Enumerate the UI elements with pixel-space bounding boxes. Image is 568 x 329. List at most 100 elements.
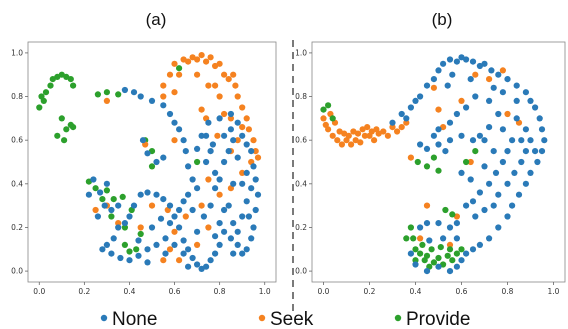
panel-b-point-none-61 [458, 132, 465, 139]
panel-b-point-none-30 [508, 202, 516, 209]
panel-a-point-none-108 [189, 206, 196, 214]
panel-b-points [320, 54, 548, 275]
panel-b-point-none-57 [499, 126, 506, 133]
panel-b-point-seek-24 [359, 126, 366, 133]
panel-a-point-none-47 [126, 213, 133, 220]
panel-a-point-seek-31 [171, 89, 178, 96]
panel-b-point-none-56 [508, 137, 516, 144]
panel-a-point-none-55 [126, 257, 133, 264]
panel-a-point-none-84 [94, 213, 101, 220]
panel-a-point-seek-29 [194, 71, 201, 78]
panel-a-point-none-3 [148, 97, 156, 104]
panel-b-point-none-87 [499, 89, 506, 96]
panel-a-point-none-60 [171, 241, 178, 248]
panel-b-point-none-79 [495, 191, 502, 198]
panel-a-point-none-115 [212, 233, 219, 240]
panel-b-point-none-103 [442, 148, 449, 155]
panel-b-point-none-25 [538, 148, 546, 155]
panel-b-point-none-85 [532, 148, 539, 155]
panel-a-point-provide-18 [92, 185, 99, 192]
panel-a-point-seek-46 [176, 257, 183, 264]
panel-a-point-none-43 [153, 191, 160, 198]
panel-b-point-provide-15 [440, 261, 447, 268]
panel-a-point-seek-22 [252, 148, 259, 155]
panel-b-point-none-22 [536, 115, 543, 122]
legend-label-seek: Seek [270, 309, 314, 329]
panel-b-point-none-20 [527, 97, 534, 104]
panel-a-point-seek-35 [234, 137, 241, 144]
panel-a-ytick-label-0: 0.0 [11, 267, 23, 276]
panel-a-point-none-34 [198, 265, 205, 272]
panel-b-point-none-66 [435, 126, 442, 133]
panel-b-point-seek-20 [341, 130, 348, 137]
panel-b-ticks: 0.0 0.2 0.4 0.6 0.8 1.0 0.0 0.2 0.4 0.6 0.8 1.0 [295, 48, 560, 296]
panel-a-point-seek-42 [182, 213, 189, 220]
panel-b-point-none-1 [398, 110, 405, 118]
panel-b-point-none-35 [469, 246, 477, 253]
panel-a-point-none-87 [153, 158, 160, 166]
panel-b-point-provide-21 [437, 244, 444, 251]
panel-a-point-seek-27 [216, 93, 223, 100]
panel-b-point-none-75 [522, 148, 530, 155]
panel-a-point-none-0 [121, 86, 128, 94]
panel-b-point-none-53 [492, 169, 500, 176]
panel-a-xtick-label-5: 1.0 [259, 287, 271, 296]
panel-b-point-none-52 [486, 180, 493, 187]
panel-a-point-none-73 [239, 213, 246, 220]
panel-a-point-none-11 [198, 132, 205, 139]
panel-b-point-provide-14 [435, 254, 442, 262]
panel-b-point-none-84 [527, 137, 534, 144]
panel-a-point-none-110 [157, 215, 165, 222]
panel-b-point-seek-26 [368, 128, 375, 135]
panel-b-point-none-89 [467, 76, 474, 83]
panel-b-point-none-76 [518, 158, 525, 166]
panel-a-point-provide-33 [94, 91, 101, 98]
panel-a-point-none-17 [243, 141, 250, 148]
panel-a-point-none-57 [144, 246, 151, 253]
panel-a-point-none-102 [243, 169, 250, 176]
panel-b-point-none-55 [504, 148, 511, 155]
panel-a-point-none-94 [207, 148, 214, 155]
panel-b-xtick-label-1: 0.2 [364, 287, 376, 296]
panel-a-point-none-97 [230, 180, 237, 187]
panel-b-ytick-label-0: 0.0 [295, 267, 307, 276]
panel-a-point-seek-32 [198, 106, 205, 113]
panel-b-ytick-label-3: 0.6 [295, 136, 307, 145]
panel-a-point-none-51 [103, 241, 110, 248]
panel-a-point-none-31 [212, 250, 219, 257]
panel-b-point-none-78 [504, 180, 511, 187]
panel-b-point-seek-14 [384, 132, 391, 139]
panel-b-point-seek-39 [407, 154, 414, 161]
panel-b-point-none-51 [476, 189, 483, 196]
panel-b-point-none-27 [527, 169, 534, 176]
panel-a-point-seek-21 [250, 137, 257, 144]
panel-a-point-none-76 [216, 220, 223, 227]
panel-a-point-none-61 [180, 250, 187, 257]
panel-b-point-seek-7 [352, 137, 359, 144]
panel-a-xtick-label-0: 0.0 [33, 287, 45, 296]
panel-a-points [36, 52, 262, 272]
panel-b-point-none-46 [435, 220, 442, 227]
panel-a-point-none-106 [176, 206, 183, 214]
panel-a-point-none-53 [108, 250, 115, 257]
panel-a-point-none-85 [139, 137, 147, 144]
panel-a-point-seek-59 [214, 132, 221, 139]
panel-a-point-none-48 [121, 220, 128, 227]
panel-b-xtick-label-5: 1.0 [548, 287, 560, 296]
panel-a-point-none-71 [239, 180, 246, 187]
panel-a-point-none-79 [101, 202, 108, 209]
panel-a-point-none-26 [239, 250, 246, 257]
panel-b-point-none-68 [453, 110, 460, 118]
panel-a-point-none-86 [144, 150, 151, 157]
panel-b-point-none-50 [469, 198, 477, 205]
panel-b-point-provide-17 [449, 257, 456, 264]
panel-b-point-none-96 [426, 237, 433, 244]
panel-b-point-provide-18 [453, 250, 460, 257]
panel-b-point-provide-19 [419, 241, 426, 248]
panel-a-point-none-25 [243, 246, 250, 253]
panel-a-point-none-6 [171, 119, 178, 126]
panel-a-point-none-58 [153, 241, 160, 248]
panel-a-point-seek-57 [171, 137, 178, 144]
panel-b-point-seek-13 [380, 128, 387, 135]
panel-b-point-provide-22 [446, 246, 454, 253]
